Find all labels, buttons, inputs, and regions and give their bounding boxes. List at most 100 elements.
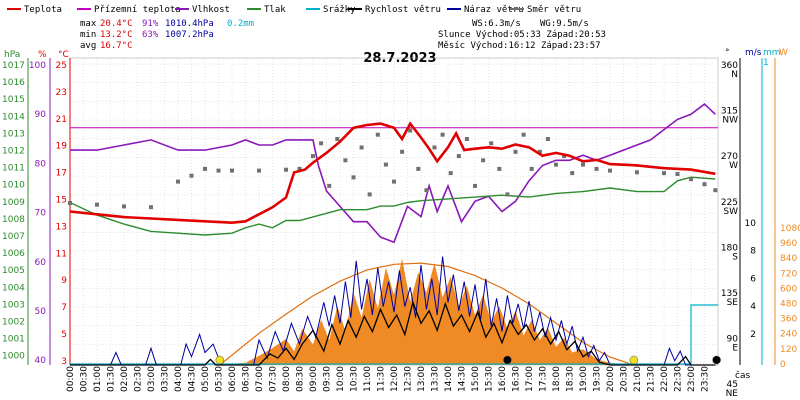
stats-avg-label: avg bbox=[80, 41, 96, 51]
legend: Teplota Přízemní teplota Vlhkost Tlak Srážky… bbox=[7, 5, 581, 15]
pressure-tick-label: 1004 bbox=[2, 283, 25, 293]
stats-min-label: min bbox=[80, 30, 96, 40]
wind-direction-point bbox=[424, 188, 429, 193]
wind-direction-point bbox=[311, 154, 315, 159]
stats-max-rain: 0.2mm bbox=[227, 19, 254, 29]
x-tick-label: 01:30 bbox=[107, 366, 117, 392]
wind-direction-point bbox=[581, 162, 585, 167]
wind-direction-point bbox=[257, 168, 261, 173]
x-tick-label: 00:30 bbox=[80, 366, 90, 392]
wind-direction-point bbox=[432, 145, 437, 150]
wind-direction-point bbox=[383, 162, 388, 167]
wind-direction-point bbox=[545, 137, 550, 141]
wind-speed-line bbox=[70, 300, 716, 366]
direction-tick-label: 315 bbox=[721, 107, 738, 117]
solar-tick-label: 1080 bbox=[780, 224, 800, 234]
x-tick-label: 03:00 bbox=[147, 366, 157, 392]
x-tick-label: 23:00 bbox=[687, 366, 697, 392]
x-axis-label: čas bbox=[735, 370, 750, 381]
humidity-tick-label: 100 bbox=[29, 61, 46, 71]
x-tick-label: 01:00 bbox=[93, 366, 103, 392]
legend-label: Vlhkost bbox=[192, 5, 230, 15]
wind-direction-point bbox=[359, 145, 364, 150]
direction-compass-label: N bbox=[731, 70, 738, 80]
wind-direction-point bbox=[554, 162, 558, 167]
humidity-tick-label: 70 bbox=[35, 209, 47, 219]
direction-tick-label: 45 bbox=[727, 380, 738, 390]
wind-direction-point bbox=[562, 154, 567, 159]
direction-compass-label: NW bbox=[722, 116, 738, 126]
wind-direction-point bbox=[68, 201, 72, 205]
legend-label: Přízemní teplota bbox=[94, 5, 181, 15]
wind-direction-point bbox=[529, 166, 534, 171]
stats-min-pres: 1007.2hPa bbox=[165, 30, 214, 40]
wind-tick-label: 6 bbox=[750, 274, 756, 284]
theoretical-sun-line bbox=[219, 262, 634, 366]
solar-tick-label: 360 bbox=[780, 315, 797, 325]
direction-compass-label: E bbox=[732, 344, 738, 354]
pressure-tick-label: 1010 bbox=[2, 181, 25, 191]
legend-label: Teplota bbox=[24, 5, 62, 15]
wind-direction-point bbox=[570, 171, 575, 176]
wind-direction-point bbox=[675, 172, 680, 176]
x-tick-label: 09:00 bbox=[309, 366, 319, 392]
x-tick-label: 06:30 bbox=[242, 366, 252, 392]
wind-direction-point bbox=[122, 204, 126, 209]
x-tick-label: 09:30 bbox=[323, 366, 333, 392]
x-tick-label: 20:30 bbox=[620, 366, 630, 392]
wind-direction-point bbox=[176, 179, 180, 184]
wind-direction-point bbox=[400, 149, 405, 154]
solar-radiation-area bbox=[221, 258, 632, 365]
legend-label: Směr větru bbox=[527, 5, 581, 15]
pressure-tick-label: 1017 bbox=[2, 61, 25, 71]
pressure-line bbox=[69, 176, 716, 236]
direction-tick-label: 135 bbox=[721, 289, 738, 299]
temperature-tick-label: 7 bbox=[61, 303, 67, 313]
stats-sun: Slunce Východ:05:33 Západ:20:53 bbox=[438, 30, 606, 40]
stats-wind-speed: WS:6.3m/s bbox=[472, 19, 521, 29]
stats-max-label: max bbox=[80, 19, 97, 29]
x-tick-label: 15:30 bbox=[485, 366, 495, 392]
direction-tick-label: 180 bbox=[721, 243, 738, 253]
wind-direction-point bbox=[464, 137, 469, 141]
temperature-line bbox=[69, 121, 716, 225]
temperature-tick-label: 23 bbox=[56, 88, 67, 98]
x-tick-label: 14:30 bbox=[458, 366, 468, 392]
stats-avg-temp: 16.7°C bbox=[100, 41, 133, 51]
humidity-tick-label: 50 bbox=[35, 307, 47, 317]
wind-direction-point bbox=[416, 166, 421, 171]
wind-direction-point bbox=[440, 132, 445, 137]
plot-area bbox=[68, 103, 721, 366]
x-tick-label: 06:00 bbox=[228, 366, 238, 392]
pressure-tick-label: 1002 bbox=[2, 318, 25, 328]
x-tick-label: 11:30 bbox=[377, 366, 387, 392]
solar-tick-label: 720 bbox=[780, 269, 797, 279]
humidity-axis-unit: % bbox=[38, 50, 47, 60]
x-tick-label: 02:00 bbox=[120, 366, 130, 392]
x-tick-label: 12:30 bbox=[404, 366, 414, 392]
x-tick-label: 13:30 bbox=[431, 366, 441, 392]
pressure-tick-label: 1006 bbox=[2, 249, 25, 259]
legend-label: Náraz větru bbox=[464, 5, 524, 15]
pressure-tick-label: 1007 bbox=[2, 232, 25, 242]
direction-compass-label: SW bbox=[723, 207, 738, 217]
stats-max-hum: 91% bbox=[142, 19, 159, 29]
x-tick-label: 05:00 bbox=[201, 366, 211, 392]
temperature-tick-label: 9 bbox=[61, 276, 67, 286]
wind-direction-point bbox=[635, 170, 639, 175]
stats-moon: Měsíc Východ:16:12 Západ:23:57 bbox=[438, 41, 601, 51]
direction-tick-label: 225 bbox=[721, 198, 738, 208]
direction-tick-label: 90 bbox=[727, 335, 739, 345]
wind-direction-point bbox=[319, 141, 324, 146]
direction-compass-label: W bbox=[729, 161, 738, 171]
x-tick-label: 00:00 bbox=[66, 366, 76, 392]
direction-tick-label: 360 bbox=[721, 61, 738, 71]
temperature-tick-label: 5 bbox=[61, 330, 67, 340]
wind-direction-point bbox=[713, 188, 718, 193]
pressure-tick-label: 1011 bbox=[2, 164, 25, 174]
x-tick-label: 18:30 bbox=[566, 366, 576, 392]
wind-direction-point bbox=[297, 166, 302, 171]
x-tick-label: 16:00 bbox=[498, 366, 508, 392]
stats-min-hum: 63% bbox=[142, 30, 159, 40]
humidity-tick-label: 60 bbox=[35, 258, 47, 268]
